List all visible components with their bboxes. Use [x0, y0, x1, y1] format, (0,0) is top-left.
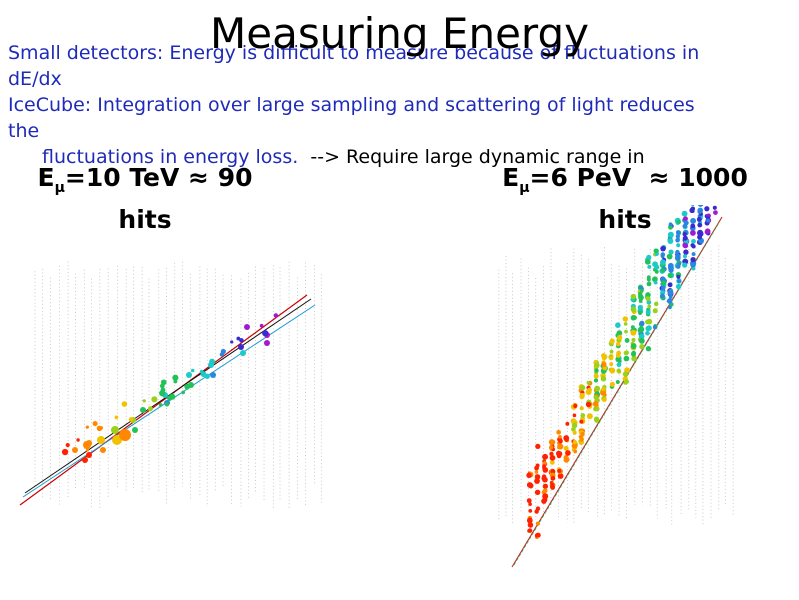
slide-title: Measuring Energy [210, 9, 589, 58]
energy-value: =6 PeV ≈ 1000 [529, 163, 748, 192]
energy-value: =10 TeV ≈ 90 [64, 163, 253, 192]
energy-symbol: E [37, 163, 55, 192]
hits-word: hits [598, 205, 652, 234]
dom-hits [61, 313, 279, 463]
event-label-10tev: Eμ=10 TeV ≈ 90 hits [20, 162, 270, 236]
energy-subscript: μ [519, 180, 530, 196]
body-line-5-black: --> Require large dynamic range in [298, 146, 645, 168]
event-display-6pev [498, 205, 734, 568]
event-label-6pev: Eμ=6 PeV ≈ 1000 hits [492, 162, 758, 236]
body-line-3: IceCube: Integration over large sampling… [8, 94, 695, 116]
event-display-10tev [19, 261, 322, 510]
hits-word: hits [118, 205, 172, 234]
dom-hits [526, 205, 718, 540]
energy-subscript: μ [54, 180, 65, 196]
body-line-4: the [8, 120, 40, 142]
body-line-2: dE/dx [8, 68, 62, 90]
detector-strings [498, 245, 734, 525]
body-line-5: fluctuations in energy loss. --> Require… [8, 144, 788, 170]
muon-track-true [19, 294, 308, 506]
muon-track-reco [513, 220, 721, 566]
energy-symbol: E [502, 163, 520, 192]
muon-track-true [511, 216, 723, 568]
detector-strings [34, 261, 322, 510]
body-line-1: Small detectors: Energy is difficult to … [8, 42, 700, 64]
slide-body: Small detectors: Energy is difficult to … [8, 40, 788, 170]
body-line-5-blue: fluctuations in energy loss. [42, 146, 299, 168]
